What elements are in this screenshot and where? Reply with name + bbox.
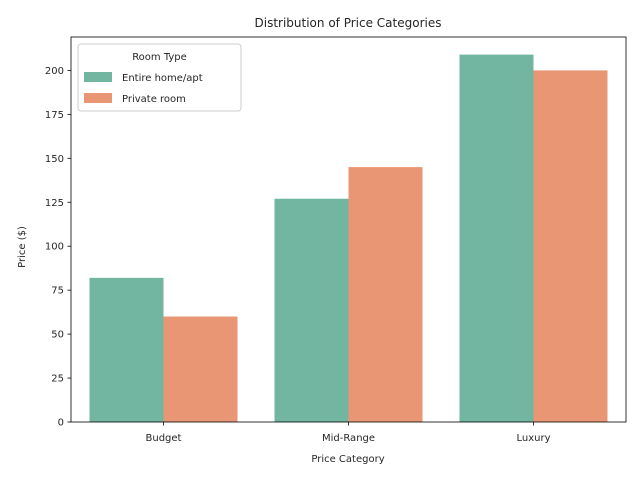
legend: Room Type Entire home/apt Private room [77,43,242,112]
y-tick-label: 175 [45,110,64,121]
x-tick-label: Mid-Range [322,433,375,444]
x-tick-label: Budget [146,433,182,444]
y-tick-label: 0 [58,418,64,429]
legend-entry-label: Private room [122,94,186,105]
legend-title: Room Type [132,52,187,63]
y-tick-label: 50 [51,330,64,341]
legend-box [77,43,242,112]
y-tick-label: 75 [51,286,64,297]
legend-swatch [84,93,112,103]
bar-mid-range-private-room [348,167,423,422]
bar-luxury-private-room [533,70,608,422]
bar-luxury-entire-home-apt [459,54,534,423]
legend-swatch [84,72,112,82]
bar-budget-private-room [163,316,238,422]
y-axis-label: Price ($) [17,226,28,268]
bars-group [89,54,608,423]
y-tick-label: 125 [45,198,64,209]
chart-title: Distribution of Price Categories [255,16,442,30]
axes-group: 0 25 50 75 100 125 150 175 200 Budget Mid-Range Lux… [45,36,627,444]
x-tick-label: Luxury [516,433,550,444]
y-tick-label: 200 [45,66,64,77]
bar-budget-entire-home-apt [89,277,164,422]
bar-mid-range-entire-home-apt [274,198,349,422]
x-axis-label: Price Category [311,454,384,465]
legend-entry-label: Entire home/apt [122,73,203,84]
y-tick-label: 100 [45,242,64,253]
y-tick-label: 25 [51,374,64,385]
y-tick-label: 150 [45,154,64,165]
